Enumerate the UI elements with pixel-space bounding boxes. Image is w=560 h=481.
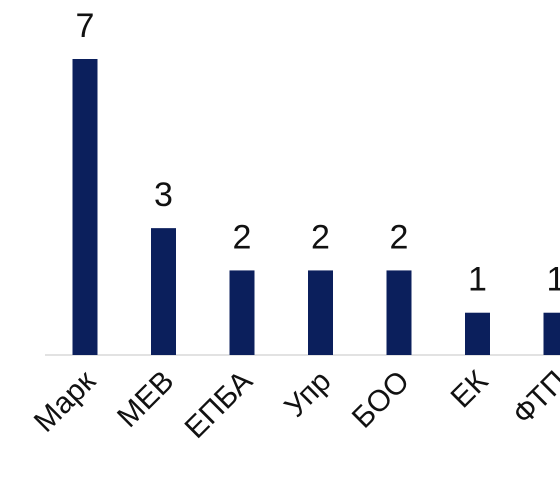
data-label: 1 bbox=[468, 261, 487, 299]
x-tick-label: ФТП bbox=[506, 365, 560, 431]
data-label: 2 bbox=[390, 218, 409, 256]
x-tick-label: Марк bbox=[28, 364, 103, 439]
data-label: 3 bbox=[154, 176, 173, 214]
x-tick-label: МЕВ bbox=[111, 365, 180, 434]
bar bbox=[543, 312, 560, 355]
x-tick-label: ЕК bbox=[445, 364, 495, 414]
bar bbox=[386, 270, 412, 355]
x-tick-label: ЕПБА bbox=[179, 365, 259, 445]
bar bbox=[308, 270, 333, 355]
data-label: 7 bbox=[76, 7, 95, 45]
x-tick-label: БОО bbox=[346, 365, 416, 435]
x-tick-label: Упр bbox=[278, 365, 337, 424]
bar bbox=[229, 270, 255, 355]
data-label: 2 bbox=[311, 218, 330, 256]
data-label: 1 bbox=[547, 261, 560, 299]
data-label: 2 bbox=[233, 218, 252, 256]
bar bbox=[151, 228, 176, 355]
bar bbox=[465, 312, 490, 355]
bar bbox=[72, 59, 98, 355]
